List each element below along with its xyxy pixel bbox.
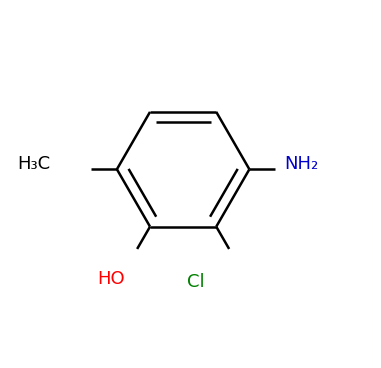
Text: NH₂: NH₂ <box>284 155 319 173</box>
Text: HO: HO <box>98 270 125 289</box>
Text: H₃C: H₃C <box>18 155 51 173</box>
Text: Cl: Cl <box>187 273 205 291</box>
